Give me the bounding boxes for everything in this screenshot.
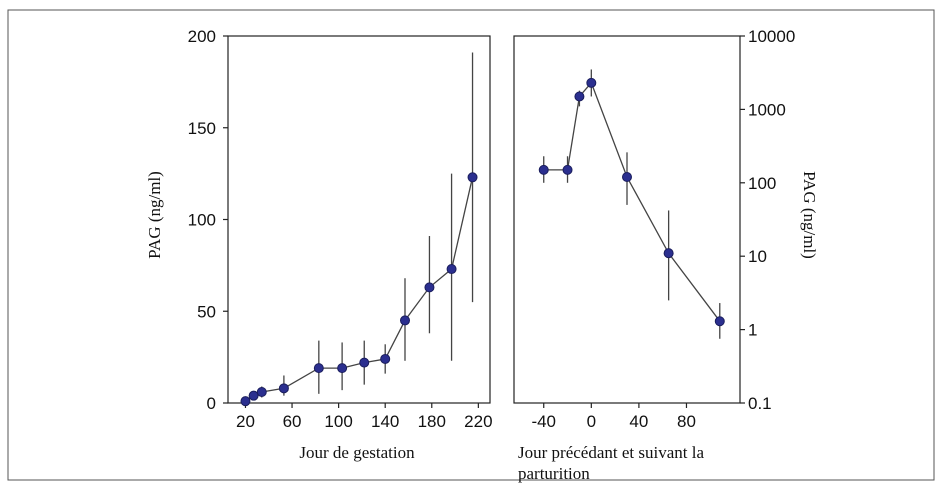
y-axis-gestation: 0 50 100 150 200: [188, 27, 228, 413]
y-tick-label-parturition: 10000: [748, 27, 795, 46]
x-tick-label-gestation: 180: [418, 412, 446, 431]
x-axis-gestation: 20 60 100 140 180 220: [236, 403, 493, 431]
data-point-gestation: [240, 396, 251, 407]
x-tick-label-gestation: 20: [236, 412, 255, 431]
series-parturition: [538, 69, 725, 339]
y-tick-label-gestation: 150: [188, 119, 216, 138]
x-tick-label-gestation: 140: [371, 412, 399, 431]
figure-frame: [7, 9, 935, 481]
chart-gestation: 0 50 100 150 200 20 60 100 140 180 220 Jour de ge…: [145, 27, 493, 462]
data-point-gestation: [359, 357, 370, 368]
x-tick-label-parturition: 80: [677, 412, 696, 431]
y-tick-label-parturition: 10: [748, 247, 767, 266]
x-axis-label-parturition-line2: parturition: [518, 464, 590, 483]
data-point-parturition: [538, 164, 549, 175]
plot-area-gestation: [227, 35, 491, 404]
series-gestation: [240, 52, 478, 407]
data-point-parturition: [714, 316, 725, 327]
x-tick-label-parturition: 40: [629, 412, 648, 431]
y-axis-parturition: 0.1 1 10 100 1000 10000: [740, 27, 795, 413]
x-tick-label-parturition: 0: [587, 412, 596, 431]
x-axis-label-parturition-line1: Jour précédant et suivant la: [518, 443, 704, 462]
y-tick-label-gestation: 100: [188, 211, 216, 230]
data-point-parturition: [663, 248, 674, 259]
y-tick-label-parturition: 0.1: [748, 394, 772, 413]
series-line-parturition: [543, 81, 721, 322]
y-tick-label-gestation: 50: [197, 302, 216, 321]
data-point-gestation: [278, 383, 289, 394]
x-tick-label-gestation: 100: [324, 412, 352, 431]
data-point-gestation: [446, 264, 457, 275]
x-tick-label-parturition: -40: [531, 412, 556, 431]
data-point-gestation: [256, 386, 267, 397]
data-point-parturition: [622, 171, 632, 182]
data-point-parturition: [562, 164, 573, 175]
x-tick-label-gestation: 60: [283, 412, 302, 431]
y-tick-label-parturition: 1: [748, 321, 757, 340]
data-point-gestation: [467, 172, 478, 183]
y-axis-label-parturition: PAG (ng/ml): [800, 171, 819, 259]
x-axis-label-parturition: Jour précédant et suivant la parturition: [518, 443, 708, 483]
data-point-gestation: [337, 363, 348, 374]
plot-area-parturition: [513, 35, 741, 404]
x-axis-parturition: -40 0 40 80: [531, 403, 696, 431]
data-point-gestation: [248, 390, 259, 401]
y-tick-label-gestation: 0: [207, 394, 216, 413]
data-point-gestation: [380, 353, 391, 364]
x-axis-label-gestation: Jour de gestation: [299, 443, 415, 462]
data-point-parturition: [586, 77, 597, 88]
x-tick-label-gestation: 220: [464, 412, 492, 431]
chart-parturition: 0.1 1 10 100 1000 10000 -40 0 40 80 Jour précéda…: [513, 27, 819, 483]
y-axis-label-gestation: PAG (ng/ml): [145, 171, 164, 259]
y-tick-label-parturition: 1000: [748, 100, 786, 119]
series-line-gestation: [245, 177, 474, 402]
data-point-gestation: [424, 282, 435, 293]
data-point-gestation: [313, 363, 324, 374]
y-tick-label-gestation: 200: [188, 27, 216, 46]
data-point-gestation: [399, 315, 410, 326]
data-point-parturition: [574, 91, 585, 102]
y-tick-label-parturition: 100: [748, 174, 776, 193]
